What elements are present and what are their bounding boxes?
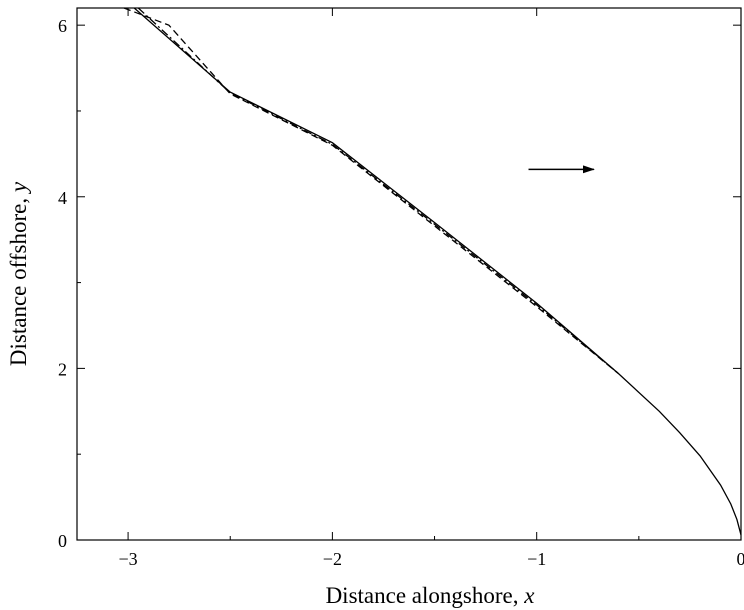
y-tick-label: 2: [58, 359, 67, 379]
x-tick-label: −3: [118, 549, 137, 569]
y-tick-label: 6: [58, 16, 67, 36]
ticks: −3 −2 −1 0 0 2 4 6: [58, 8, 744, 569]
x-tick-label: 0: [737, 549, 744, 569]
y-axis-label: Distance offshore, y: [6, 181, 31, 366]
x-tick-label: −2: [323, 549, 342, 569]
series-line-dashdot: [137, 7, 619, 374]
series-line-solid: [133, 7, 742, 536]
x-tick-label: −1: [527, 549, 546, 569]
x-axis-label: Distance alongshore, x: [326, 583, 536, 608]
series-line-dashed: [123, 7, 619, 375]
y-tick-label: 4: [58, 188, 67, 208]
series-group: [123, 7, 742, 536]
plot-frame: [76, 7, 742, 541]
y-tick-label: 0: [58, 531, 67, 551]
